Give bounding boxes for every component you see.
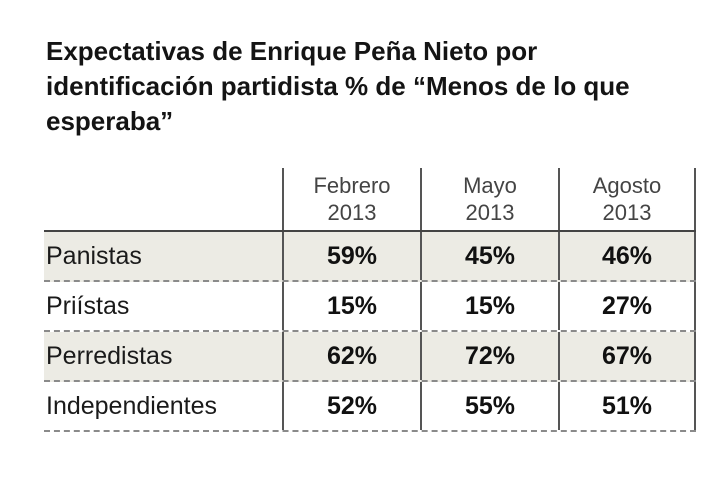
data-cell: 51% bbox=[558, 382, 696, 430]
column-header: Agosto 2013 bbox=[558, 168, 696, 230]
column-year: 2013 bbox=[465, 200, 515, 225]
data-cell: 67% bbox=[558, 332, 696, 380]
data-cell: 45% bbox=[420, 232, 558, 280]
table-row: Perredistas 62% 72% 67% bbox=[44, 332, 696, 382]
data-table: Febrero 2013 Mayo 2013 Agosto 2013 Panis… bbox=[44, 168, 696, 432]
data-cell: 27% bbox=[558, 282, 696, 330]
column-month: Mayo bbox=[463, 173, 517, 198]
row-label: Panistas bbox=[46, 242, 142, 270]
column-year: 2013 bbox=[327, 200, 377, 225]
data-cell: 15% bbox=[282, 282, 420, 330]
data-cell: 52% bbox=[282, 382, 420, 430]
chart-title: Expectativas de Enrique Peña Nieto por i… bbox=[46, 36, 630, 136]
row-label: Priístas bbox=[46, 292, 130, 320]
data-cell: 59% bbox=[282, 232, 420, 280]
table-row: Independientes 52% 55% 51% bbox=[44, 382, 696, 432]
column-header: Mayo 2013 bbox=[420, 168, 558, 230]
table-row: Priístas 15% 15% 27% bbox=[44, 282, 696, 332]
column-month: Agosto bbox=[592, 173, 662, 198]
table-row: Panistas 59% 45% 46% bbox=[44, 230, 696, 282]
column-header: Febrero 2013 bbox=[282, 168, 420, 230]
data-cell: 72% bbox=[420, 332, 558, 380]
column-month: Febrero bbox=[313, 173, 391, 198]
row-label: Perredistas bbox=[46, 342, 173, 370]
column-year: 2013 bbox=[602, 200, 652, 225]
data-cell: 46% bbox=[558, 232, 696, 280]
data-cell: 62% bbox=[282, 332, 420, 380]
data-cell: 15% bbox=[420, 282, 558, 330]
header-row: Febrero 2013 Mayo 2013 Agosto 2013 bbox=[44, 168, 696, 230]
row-label: Independientes bbox=[46, 392, 217, 420]
header-corner bbox=[44, 168, 282, 230]
data-cell: 55% bbox=[420, 382, 558, 430]
